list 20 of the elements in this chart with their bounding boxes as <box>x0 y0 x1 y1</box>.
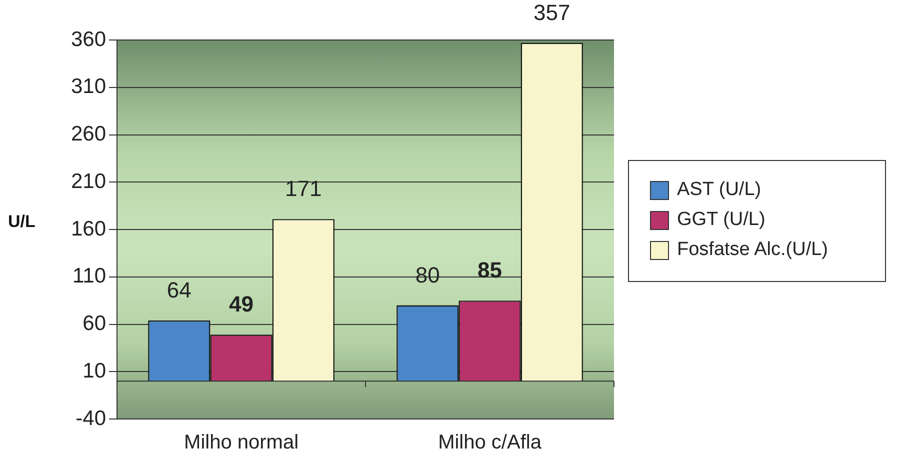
data-label: 85 <box>478 258 502 283</box>
y-tick-label: 260 <box>70 122 106 146</box>
x-tick-label: Milho c/Afla <box>438 432 542 454</box>
y-tick-label: 360 <box>70 28 106 51</box>
y-tick-label: 110 <box>72 264 106 288</box>
y-tick-label: 10 <box>82 359 106 382</box>
y-tick-label: 310 <box>70 75 106 98</box>
data-label: 49 <box>229 292 254 317</box>
y-axis-title: U/L <box>8 212 36 232</box>
y-tick-label: 60 <box>82 312 106 336</box>
y-tick-label: 160 <box>70 217 106 240</box>
legend-label: GGT (U/L) <box>677 209 766 231</box>
legend-label: Fosfatse Alc.(U/L) <box>677 239 828 261</box>
legend-label: AST (U/L) <box>677 179 762 201</box>
y-tick-label: 210 <box>70 170 106 193</box>
data-label: 64 <box>166 278 192 303</box>
x-tick-label: Milho normal <box>184 432 299 454</box>
y-tick-label: -40 <box>76 406 106 430</box>
data-label: 357 <box>534 0 570 25</box>
data-label: 171 <box>285 176 322 202</box>
